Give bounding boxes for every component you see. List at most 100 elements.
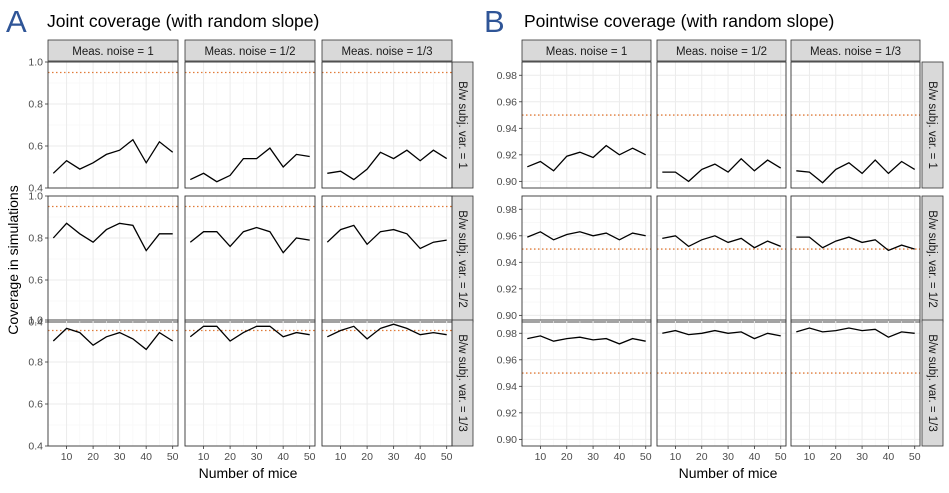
- column-strip-label: Meas. noise = 1: [72, 46, 154, 58]
- facet-panel: 0.4 0.6 0.8 1.0: [28, 191, 179, 329]
- x-tick-label: 30: [587, 451, 599, 463]
- facet-panel: 0.4 0.6 0.8 1.0 10 20 30 40 50: [28, 315, 178, 464]
- facet-panel: [184, 195, 316, 323]
- panel-a-xlabel: Number of mice: [199, 465, 298, 481]
- panel-border: [790, 319, 921, 447]
- y-tick-label: 0.96: [497, 354, 518, 366]
- column-strip-label: Meas. noise = 1/3: [341, 46, 432, 58]
- y-tick-label: 0.92: [497, 283, 518, 295]
- series-line: [527, 231, 646, 241]
- y-tick-label: 0.90: [497, 434, 518, 446]
- series-line: [189, 325, 310, 342]
- chart-a: Meas. noise = 1 Meas. noise = 1/2 Meas. no…: [28, 39, 474, 464]
- column-strip: [656, 39, 787, 62]
- facet-panel: 0.4 0.6 0.8 1.0: [28, 57, 179, 195]
- series-line: [662, 235, 781, 249]
- y-tick-label: 0.4: [28, 317, 43, 329]
- series-line: [189, 226, 310, 254]
- panel-border: [521, 319, 652, 447]
- x-tick-label: 10: [670, 451, 682, 463]
- y-tick-label: 0.90: [497, 176, 518, 188]
- series-line: [52, 138, 174, 174]
- panel-border: [47, 195, 179, 323]
- row-strip-label: B/w subj. var. = 1/2: [456, 210, 468, 307]
- panel-border: [47, 61, 179, 189]
- x-tick-label: 30: [114, 451, 126, 463]
- column-strip: [790, 39, 921, 62]
- column-strip-label: Meas. noise = 1/2: [676, 46, 767, 58]
- x-tick-label: 20: [561, 451, 573, 463]
- y-tick-label: 0.98: [497, 70, 518, 82]
- facet-panel: 0.90 0.92 0.94 0.96 0.98 10 20 30 40 50: [497, 319, 652, 463]
- series-line: [796, 159, 916, 184]
- x-tick-label: 40: [414, 451, 426, 463]
- column-strip-label: Meas. noise = 1/2: [204, 46, 295, 58]
- panel-border: [790, 61, 921, 189]
- panel-border: [47, 319, 179, 447]
- panel-border: [321, 61, 453, 189]
- panel-border: [521, 195, 652, 323]
- y-tick-label: 0.8: [28, 233, 43, 245]
- x-tick-label: 50: [640, 451, 652, 463]
- y-tick-label: 1.0: [28, 57, 43, 69]
- facet-panel: [656, 61, 787, 189]
- y-tick-label: 0.4: [28, 441, 43, 453]
- y-tick-label: 0.92: [497, 149, 518, 161]
- panel-border: [790, 195, 921, 323]
- y-tick-label: 0.92: [497, 407, 518, 419]
- series-line: [662, 329, 781, 340]
- panel-a-letter: A: [6, 4, 27, 39]
- series-line: [527, 144, 646, 172]
- facet-panel: [656, 195, 787, 323]
- y-tick-label: 1.0: [28, 191, 43, 203]
- column-strip: [521, 39, 652, 62]
- panel-border: [321, 319, 453, 447]
- y-tick-label: 0.94: [497, 381, 518, 393]
- x-tick-label: 20: [696, 451, 708, 463]
- series-line: [662, 157, 782, 183]
- panel-a-ylabel: Coverage in simulations: [5, 185, 21, 334]
- series-line: [327, 149, 448, 181]
- facet-panel: 0.90 0.92 0.94 0.96 0.98: [497, 195, 652, 323]
- chart-b: Meas. noise = 1 Meas. noise = 1/2 Meas. no…: [497, 39, 944, 463]
- facet-panel: [321, 195, 453, 323]
- panel-b-letter: B: [484, 4, 505, 39]
- row-strip: [921, 319, 944, 447]
- row-strip-label: B/w subj. var. = 1: [456, 81, 468, 169]
- panel-border: [184, 61, 316, 189]
- x-tick-label: 50: [441, 451, 453, 463]
- x-tick-label: 30: [722, 451, 734, 463]
- row-strip-label: B/w subj. var. = 1/3: [926, 334, 938, 431]
- facet-panel: [184, 61, 316, 189]
- panel-border: [656, 61, 787, 189]
- x-tick-label: 10: [61, 451, 73, 463]
- column-strip: [321, 39, 453, 62]
- column-strip-label: Meas. noise = 1/3: [810, 46, 901, 58]
- panel-border: [184, 195, 316, 323]
- facet-panel: [321, 61, 453, 189]
- column-strip: [184, 39, 316, 62]
- column-strip-label: Meas. noise = 1: [546, 46, 628, 58]
- x-tick-label: 30: [388, 451, 400, 463]
- row-strip-label: B/w subj. var. = 1: [926, 81, 938, 169]
- series-line: [190, 147, 310, 183]
- y-tick-label: 0.8: [28, 99, 43, 111]
- facet-panel: [790, 61, 921, 189]
- facet-panel: 10 20 30 40 50: [656, 319, 787, 463]
- series-line: [52, 327, 174, 351]
- y-tick-label: 0.94: [497, 123, 518, 135]
- x-tick-label: 10: [198, 451, 210, 463]
- x-tick-label: 30: [251, 451, 263, 463]
- y-tick-label: 0.8: [28, 357, 43, 369]
- panel-a-title: Joint coverage (with random slope): [47, 11, 319, 31]
- x-tick-label: 40: [277, 451, 289, 463]
- y-tick-label: 0.96: [497, 230, 518, 242]
- y-tick-label: 0.4: [28, 183, 43, 195]
- row-strip-label: B/w subj. var. = 1/2: [926, 210, 938, 307]
- facet-panel: 0.90 0.92 0.94 0.96 0.98: [497, 61, 652, 189]
- series-line: [52, 222, 173, 252]
- y-tick-label: 0.98: [497, 204, 518, 216]
- row-strip-label: B/w subj. var. = 1/3: [456, 334, 468, 431]
